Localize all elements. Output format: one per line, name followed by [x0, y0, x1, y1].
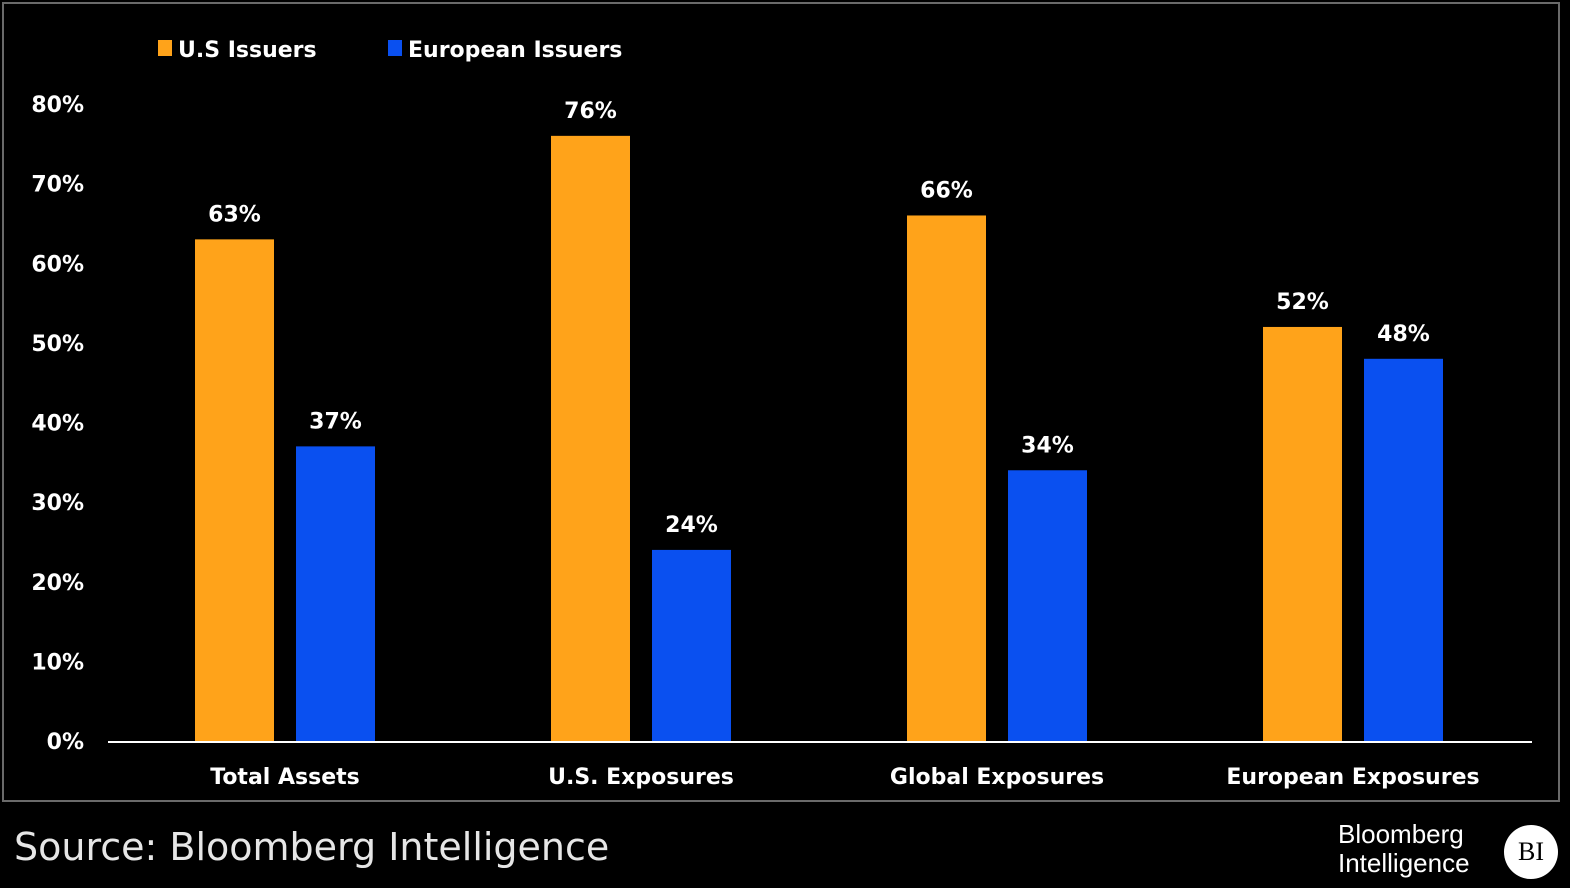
bars	[195, 135, 1443, 742]
value-label: 52%	[1276, 290, 1329, 315]
value-labels: 63% 37% 76% 24% 66% 34% 52% 48%	[208, 99, 1430, 538]
x-category-label: Global Exposures	[890, 765, 1104, 790]
y-tick-label: 30%	[31, 491, 84, 516]
y-tick-label: 80%	[31, 93, 84, 118]
value-label: 48%	[1377, 322, 1430, 347]
y-tick-label: 70%	[31, 173, 84, 198]
brand-line-1: Bloomberg	[1338, 819, 1464, 849]
bar-us-issuers	[195, 239, 274, 742]
bar-us-issuers	[907, 215, 986, 742]
bloomberg-intelligence-logo: Bloomberg Intelligence BI	[1338, 820, 1566, 884]
y-axis: 0% 10% 20% 30% 40% 50% 60% 70% 80%	[31, 93, 84, 755]
x-category-label: Total Assets	[210, 765, 360, 790]
y-tick-label: 0%	[47, 730, 84, 755]
bar-us-issuers	[551, 135, 630, 742]
x-category-label: U.S. Exposures	[548, 765, 734, 790]
source-note: Source: Bloomberg Intelligence	[14, 825, 610, 869]
x-axis: Total Assets U.S. Exposures Global Exposur…	[108, 741, 1532, 790]
bi-badge-icon: BI	[1504, 825, 1558, 879]
value-label: 34%	[1021, 433, 1074, 458]
bar-us-issuers	[1263, 326, 1342, 741]
y-tick-label: 60%	[31, 252, 84, 277]
bar-european-issuers	[652, 549, 731, 741]
y-tick-label: 40%	[31, 412, 84, 437]
bar-european-issuers	[1008, 470, 1087, 741]
x-category-label: European Exposures	[1226, 765, 1479, 790]
legend-label-us-issuers: U.S Issuers	[178, 38, 317, 63]
value-label: 24%	[665, 513, 718, 538]
bar-chart: U.S Issuers European Issuers 0% 10% 20% 30% 4…	[31, 38, 1532, 790]
bar-european-issuers	[1364, 358, 1443, 741]
bar-european-issuers	[296, 446, 375, 741]
brand-line-2: Intelligence	[1338, 848, 1470, 878]
legend: U.S Issuers European Issuers	[158, 38, 622, 63]
y-tick-label: 50%	[31, 332, 84, 357]
value-label: 66%	[920, 178, 973, 203]
y-tick-label: 20%	[31, 571, 84, 596]
legend-swatch-us-issuers	[158, 40, 172, 56]
value-label: 76%	[564, 99, 617, 124]
brand-name: Bloomberg Intelligence	[1338, 820, 1470, 878]
y-tick-label: 10%	[31, 650, 84, 675]
value-label: 37%	[309, 409, 362, 434]
legend-label-european-issuers: European Issuers	[408, 38, 622, 63]
value-label: 63%	[208, 202, 261, 227]
legend-swatch-european-issuers	[388, 40, 402, 56]
